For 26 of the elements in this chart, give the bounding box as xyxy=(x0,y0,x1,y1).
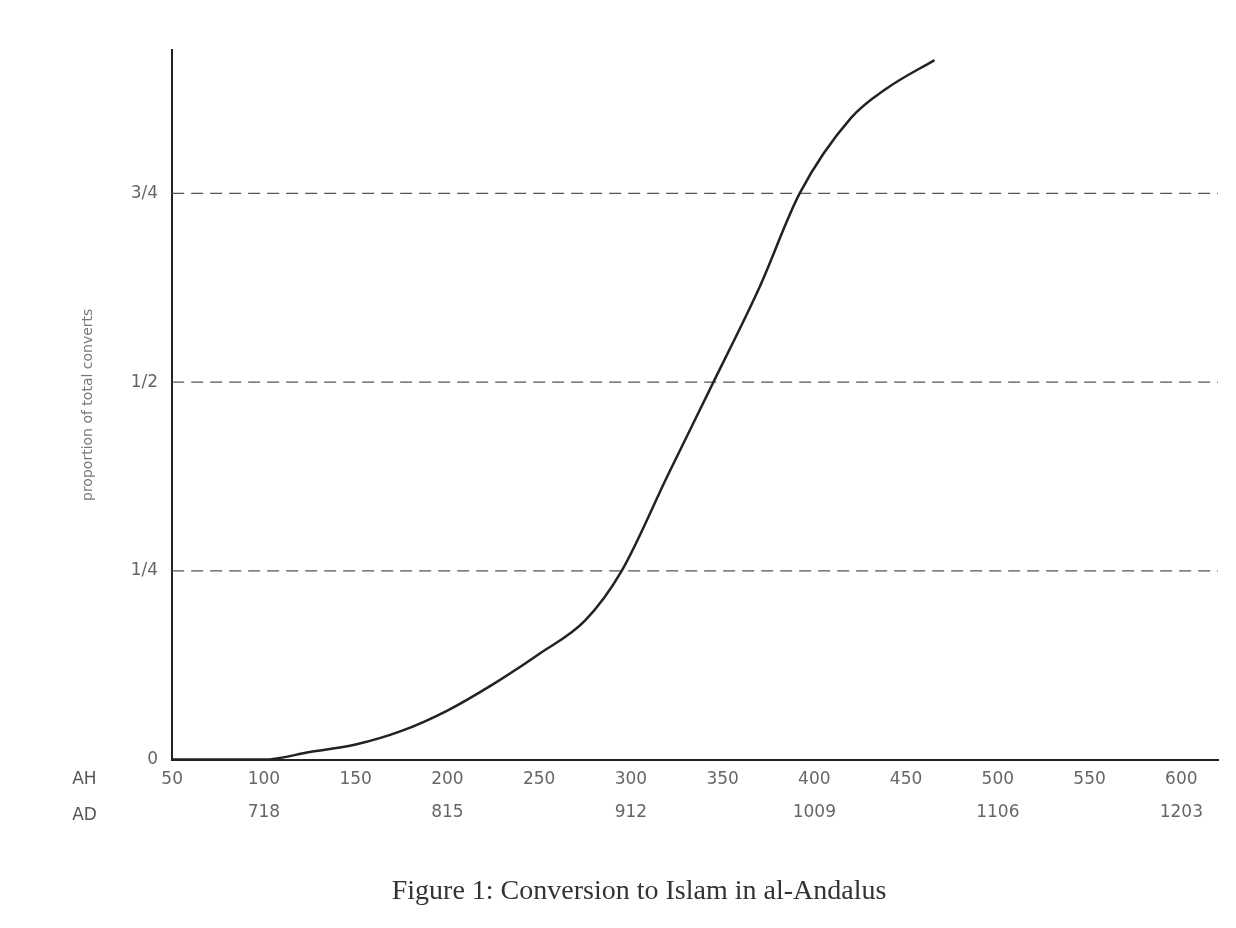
x-tick-label: 50 xyxy=(161,768,183,789)
x-tick-label: 600 xyxy=(1165,768,1198,789)
x2-tick-label: 912 xyxy=(614,800,648,821)
x2-tick-label: 1203 xyxy=(1159,800,1203,821)
text: Figure 1: Conversion to Islam in al-Andalus xyxy=(391,873,887,905)
x2-tick-label: 1106 xyxy=(976,800,1020,821)
x-tick-label: 200 xyxy=(431,768,464,789)
x-tick-label: 100 xyxy=(247,768,281,789)
x-tick-label: 500 xyxy=(981,768,1015,789)
y-axis-title: proportion of total converts xyxy=(79,308,96,501)
x-tick-label: 250 xyxy=(522,768,556,789)
y-tick-label: 1/4 xyxy=(130,559,159,580)
x-tick-label: 550 xyxy=(1073,768,1106,789)
x-tick-label: 350 xyxy=(706,768,739,789)
y-tick-label: 0 xyxy=(147,748,159,769)
x-tick-label: 300 xyxy=(614,768,648,789)
x-axis-title: AH xyxy=(72,768,97,789)
y-tick-label: 1/2 xyxy=(130,370,159,391)
x2-tick-label: 1009 xyxy=(792,800,836,821)
x2-tick-label: 815 xyxy=(431,800,464,821)
x2-axis-title: AD xyxy=(72,804,97,825)
y-tick-label: 3/4 xyxy=(130,181,159,202)
x-tick-label: 150 xyxy=(339,768,372,789)
x-tick-label: 450 xyxy=(889,768,923,789)
x2-tick-label: 718 xyxy=(247,800,281,821)
x-tick-label: 400 xyxy=(798,768,831,789)
